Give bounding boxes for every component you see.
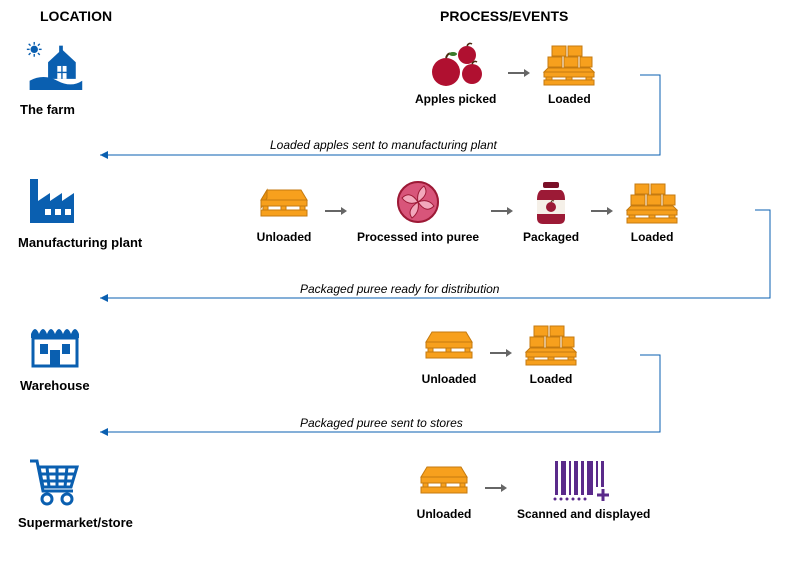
plant-label: Manufacturing plant [18, 235, 142, 250]
puree-icon [392, 178, 444, 226]
unloaded-wh-label: Unloaded [422, 372, 477, 386]
cart-icon [25, 455, 85, 505]
step-unloaded-store: Unloaded [415, 455, 473, 521]
unloaded-pallet-icon [420, 320, 478, 368]
unloaded-pallet-icon [255, 178, 313, 226]
transition-1: Loaded apples sent to manufacturing plan… [270, 138, 497, 152]
loaded-wh-label: Loaded [530, 372, 573, 386]
farm-icon [25, 40, 85, 90]
process-row-warehouse: Unloaded Loaded [420, 320, 580, 386]
apples-icon [426, 40, 486, 88]
arrow-icon [488, 328, 512, 378]
puree-label: Processed into puree [357, 230, 479, 244]
step-packaged: Packaged [523, 178, 579, 244]
transition-2: Packaged puree ready for distribution [300, 282, 499, 296]
loaded-plant-label: Loaded [631, 230, 674, 244]
transition-3: Packaged puree sent to stores [300, 416, 463, 430]
step-unloaded-plant: Unloaded [255, 178, 313, 244]
step-loaded-farm: Loaded [540, 40, 598, 106]
store-label: Supermarket/store [18, 515, 133, 530]
packaged-label: Packaged [523, 230, 579, 244]
process-row-store: Unloaded [415, 455, 650, 521]
step-loaded-wh: Loaded [522, 320, 580, 386]
header-process: PROCESS/EVENTS [440, 8, 568, 24]
barcode-icon [549, 455, 619, 503]
process-row-plant: Unloaded Processed into puree Packaged [255, 178, 681, 244]
step-puree: Processed into puree [357, 178, 479, 244]
factory-icon [25, 175, 85, 225]
warehouse-label: Warehouse [20, 378, 90, 393]
farm-label: The farm [20, 102, 75, 117]
loaded-pallet-icon [522, 320, 580, 368]
loaded-pallet-icon [623, 178, 681, 226]
arrow-icon [589, 186, 613, 236]
arrow-icon [506, 48, 530, 98]
arrow-icon [489, 186, 513, 236]
apples-picked-label: Apples picked [415, 92, 496, 106]
unloaded-pallet-icon [415, 455, 473, 503]
process-row-farm: Apples picked Loaded [415, 40, 598, 106]
warehouse-icon [25, 318, 85, 368]
jar-icon [529, 178, 573, 226]
arrow-icon [323, 186, 347, 236]
step-apples-picked: Apples picked [415, 40, 496, 106]
arrow-icon [483, 463, 507, 513]
scanned-label: Scanned and displayed [517, 507, 650, 521]
loaded-farm-label: Loaded [548, 92, 591, 106]
header-location: LOCATION [40, 8, 112, 24]
unloaded-plant-label: Unloaded [257, 230, 312, 244]
loaded-pallet-icon [540, 40, 598, 88]
step-unloaded-wh: Unloaded [420, 320, 478, 386]
step-loaded-plant: Loaded [623, 178, 681, 244]
step-scanned: Scanned and displayed [517, 455, 650, 521]
unloaded-store-label: Unloaded [417, 507, 472, 521]
